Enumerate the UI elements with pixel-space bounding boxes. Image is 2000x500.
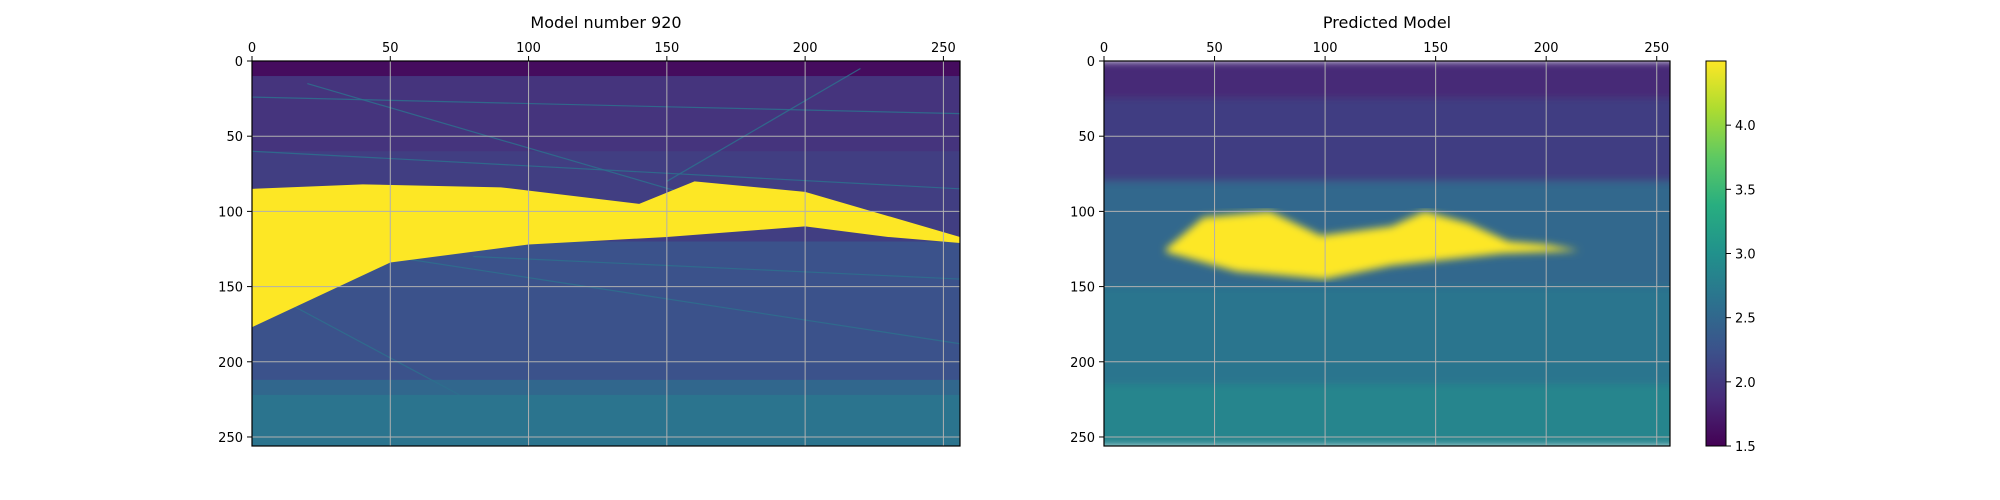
velocity-layer bbox=[1104, 384, 1670, 446]
colorbar-gradient bbox=[1705, 60, 1727, 447]
predicted-image bbox=[1104, 61, 1670, 446]
velocity-layer bbox=[252, 61, 960, 77]
x-tick-label: 200 bbox=[793, 41, 818, 56]
x-tick-label: 250 bbox=[931, 41, 956, 56]
x-tick-label: 150 bbox=[1423, 41, 1448, 56]
x-tick-label: 250 bbox=[1644, 41, 1669, 56]
y-tick-label: 0 bbox=[1087, 55, 1095, 70]
velocity-layer bbox=[252, 76, 960, 152]
velocity-layer bbox=[1104, 286, 1670, 385]
y-tick-label: 150 bbox=[218, 281, 243, 296]
x-tick-label: 200 bbox=[1534, 41, 1559, 56]
x-tick-label: 50 bbox=[1206, 41, 1223, 56]
colorbar-tick-label: 3.5 bbox=[1735, 183, 1756, 198]
colorbar-tick-label: 4.0 bbox=[1735, 119, 1756, 134]
chart-title: Predicted Model bbox=[1323, 13, 1451, 32]
velocity-layer bbox=[252, 394, 960, 446]
fault-line bbox=[252, 96, 960, 115]
fault-line bbox=[307, 82, 695, 197]
y-tick-label: 100 bbox=[218, 205, 243, 220]
salt-body bbox=[252, 181, 960, 328]
predicted-panel: Predicted Model 0 50 100 150 200 250 0 50 100 150… bbox=[1070, 13, 1671, 447]
plot-frame bbox=[1103, 60, 1671, 447]
velocity-layer bbox=[1104, 61, 1670, 100]
salt-body bbox=[1165, 211, 1580, 280]
y-tick-label: 250 bbox=[218, 431, 243, 446]
colorbar-tick-label: 2.5 bbox=[1735, 312, 1756, 327]
colorbar-tick-label: 3.0 bbox=[1735, 248, 1756, 263]
colorbar-tick-label: 1.5 bbox=[1735, 440, 1756, 455]
plot-frame bbox=[251, 60, 961, 447]
colorbar-ticks: 1.5 2.0 2.5 3.0 3.5 4.0 bbox=[1726, 119, 1756, 455]
y-tick-label: 0 bbox=[235, 55, 243, 70]
fault-lines bbox=[252, 68, 960, 396]
fault-line bbox=[252, 150, 960, 190]
x-tick-label: 0 bbox=[1100, 41, 1108, 56]
fault-line bbox=[666, 68, 861, 182]
x-tick-label: 50 bbox=[382, 41, 399, 56]
y-tick-label: 250 bbox=[1070, 431, 1095, 446]
fault-line bbox=[284, 301, 460, 396]
colorbar-tick-label: 2.0 bbox=[1735, 376, 1756, 391]
model-image bbox=[252, 61, 960, 446]
y-tick-label: 150 bbox=[1070, 281, 1095, 296]
y-tick-label: 50 bbox=[1078, 130, 1095, 145]
fault-line bbox=[473, 255, 960, 280]
y-tick-label: 200 bbox=[218, 356, 243, 371]
model-panel: Model number 920 0 50 100 150 200 250 0 50 100 15… bbox=[218, 13, 961, 447]
velocity-layer bbox=[1104, 98, 1670, 182]
fault-line bbox=[390, 255, 960, 345]
axis-ticks: 0 50 100 150 200 250 0 50 100 150 200 250 bbox=[1070, 41, 1669, 446]
x-tick-label: 100 bbox=[1313, 41, 1338, 56]
y-tick-label: 200 bbox=[1070, 356, 1095, 371]
chart-title: Model number 920 bbox=[530, 13, 681, 32]
y-tick-label: 50 bbox=[226, 130, 243, 145]
x-tick-label: 150 bbox=[654, 41, 679, 56]
colorbar: 1.5 2.0 2.5 3.0 3.5 4.0 bbox=[1705, 60, 1756, 455]
y-tick-label: 100 bbox=[1070, 205, 1095, 220]
velocity-layer bbox=[252, 379, 960, 396]
axis-ticks: 0 50 100 150 200 250 0 50 100 150 200 250 bbox=[218, 41, 956, 446]
x-tick-label: 0 bbox=[248, 41, 256, 56]
x-tick-label: 100 bbox=[516, 41, 541, 56]
